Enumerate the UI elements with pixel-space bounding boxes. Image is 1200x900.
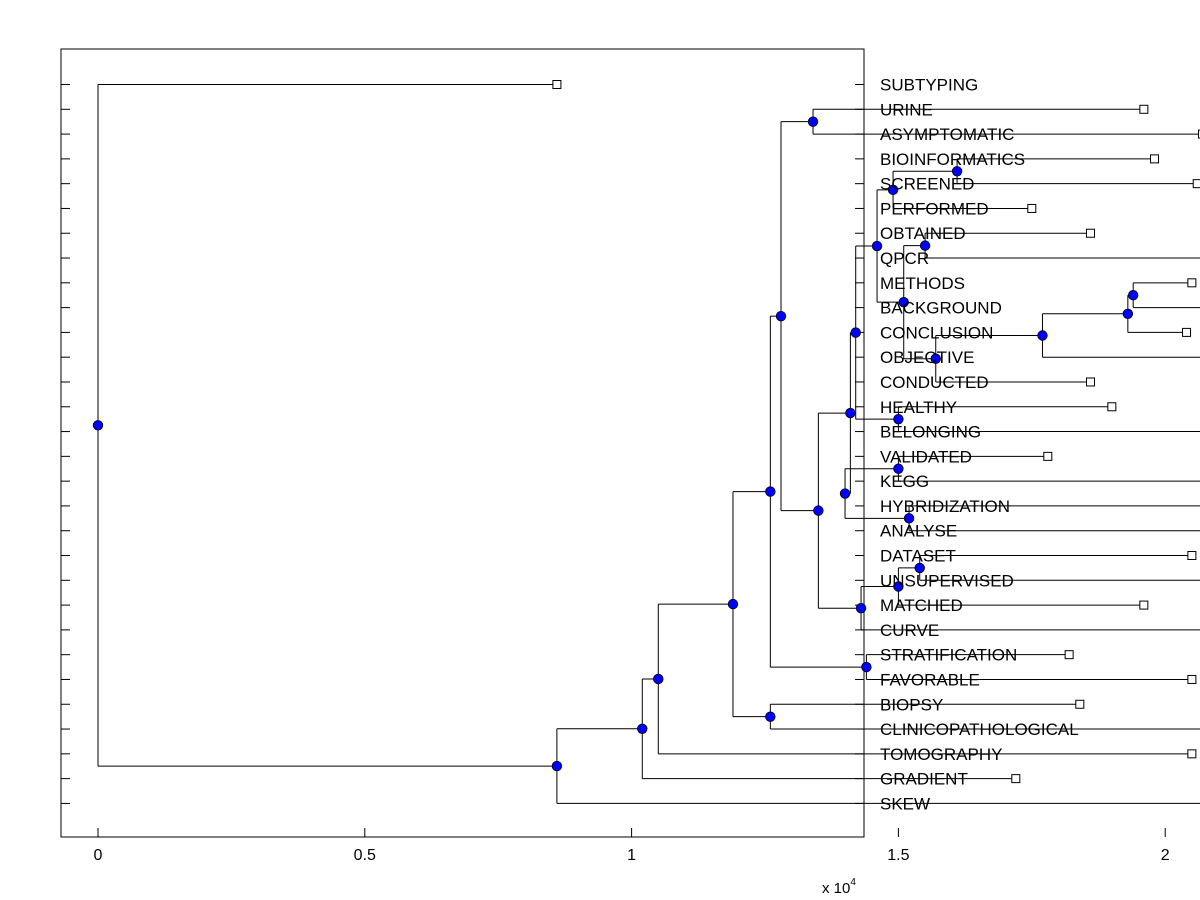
leaf-marker: [1150, 154, 1160, 164]
node-marker: [887, 184, 899, 196]
node-marker: [845, 407, 856, 419]
leaf-label: SCREENED: [880, 175, 974, 194]
leaf-label: ASYMPTOMATIC: [880, 125, 1014, 144]
leaf-label: METHODS: [880, 274, 965, 293]
leaf-marker: [1187, 749, 1197, 759]
node-marker: [551, 760, 563, 772]
node-marker: [92, 420, 104, 431]
leaf-label: STRATIFICATION: [880, 646, 1017, 665]
x-axis-multiplier: x 104: [822, 877, 856, 897]
x-tick-label: 1.5: [887, 847, 909, 864]
node-marker: [855, 602, 867, 614]
node-marker: [807, 116, 819, 127]
leaf-marker: [1085, 228, 1095, 238]
leaf-marker: [552, 80, 562, 89]
x-tick-label: 1: [627, 847, 636, 864]
node-marker: [839, 488, 851, 499]
node-marker: [765, 711, 776, 722]
node-marker: [813, 505, 824, 516]
leaf-label: HEALTHY: [880, 398, 957, 417]
axis-ticks: 00.511.522.5: [61, 84, 1170, 864]
dendrogram-branches: [97, 84, 1200, 804]
leaf-marker: [1011, 774, 1021, 784]
node-marker: [951, 166, 963, 177]
leaf-label: BACKGROUND: [880, 299, 1002, 318]
node-marker: [850, 327, 861, 338]
leaf-label: BIOINFORMATICS: [880, 150, 1025, 169]
leaf-label: URINE: [880, 100, 933, 119]
leaf-marker: [1182, 327, 1192, 337]
leaf-label: KEGG: [880, 472, 929, 491]
leaf-label: HYBRIDIZATION: [880, 497, 1010, 516]
leaf-marker: [1075, 699, 1085, 709]
leaf-marker: [1027, 203, 1037, 213]
node-marker: [637, 723, 648, 734]
leaf-label: SKEW: [880, 794, 930, 813]
leaf-label: VALIDATED: [880, 447, 972, 466]
leaf-label: MATCHED: [880, 596, 963, 615]
node-marker: [775, 310, 787, 322]
leaf-marker: [1064, 650, 1074, 660]
leaf-label: TOMOGRAPHY: [880, 745, 1002, 764]
x-tick-label: 2: [1161, 847, 1170, 864]
node-marker: [903, 513, 915, 524]
node-marker: [765, 486, 776, 497]
x-tick-label: 0.5: [354, 847, 376, 864]
node-marker: [893, 413, 904, 425]
node-marker: [871, 240, 883, 252]
leaf-marker: [1139, 104, 1149, 114]
x-tick-label: 0: [94, 847, 103, 864]
leaf-label: BIOPSY: [880, 695, 943, 714]
leaf-label: UNSUPERVISED: [880, 571, 1014, 590]
node-marker: [1127, 290, 1139, 301]
leaf-marker: [1139, 600, 1149, 610]
leaf-label: OBTAINED: [880, 224, 966, 243]
leaf-marker: [1043, 451, 1053, 461]
node-marker: [898, 296, 909, 308]
leaf-marker: [1187, 278, 1197, 288]
leaf-marker: [1192, 179, 1200, 189]
leaf-marker: [1107, 402, 1117, 412]
leaf-label: PERFORMED: [880, 199, 989, 218]
node-marker: [1122, 308, 1134, 320]
leaf-labels: SUBTYPING URINE ASYMPTOMATIC BIOINFORMATICS…: [880, 76, 1079, 814]
leaf-label: CLINICOPATHOLOGICAL: [880, 720, 1079, 739]
leaf-marker: [1187, 551, 1197, 561]
leaf-marker: [1085, 377, 1095, 387]
node-marker: [861, 661, 872, 673]
leaf-label: GRADIENT: [880, 770, 968, 789]
dendrogram-markers: [92, 80, 1200, 784]
node-marker: [727, 598, 739, 610]
leaf-label: CONCLUSION: [880, 323, 993, 342]
node-marker: [893, 463, 904, 474]
node-marker: [914, 562, 925, 574]
node-marker: [1037, 330, 1048, 341]
leaf-label: QPCR: [880, 249, 929, 268]
node-marker: [919, 240, 931, 251]
leaf-marker: [1198, 129, 1200, 139]
node-marker: [893, 581, 904, 592]
leaf-label: FAVORABLE: [880, 670, 980, 689]
leaf-label: BELONGING: [880, 423, 981, 442]
leaf-label: OBJECTIVE: [880, 348, 974, 367]
leaf-marker: [1187, 674, 1197, 684]
plot-area-frame: [60, 48, 865, 838]
node-marker: [653, 673, 664, 685]
leaf-label: ANALYSE: [880, 522, 957, 541]
node-marker: [930, 353, 941, 364]
leaf-label: CURVE: [880, 621, 939, 640]
leaf-label: CONDUCTED: [880, 373, 989, 392]
leaf-label: DATASET: [880, 547, 956, 566]
leaf-label: SUBTYPING: [880, 76, 978, 95]
